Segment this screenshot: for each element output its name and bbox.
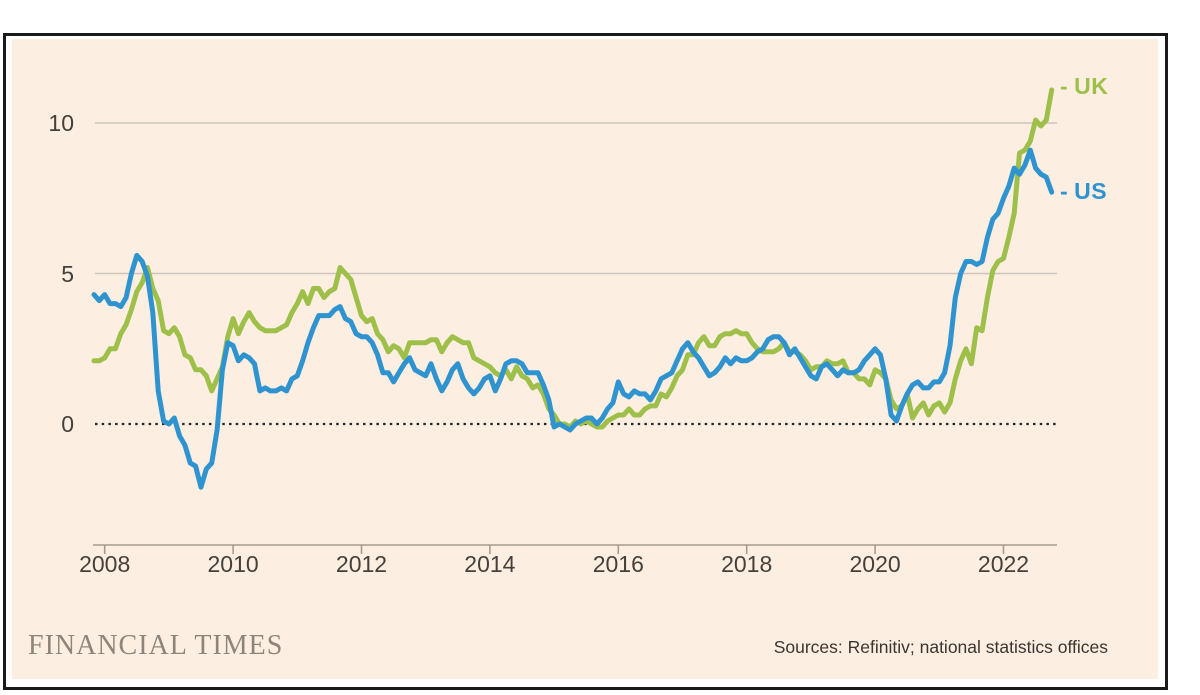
y-tick-label: 10 xyxy=(48,110,74,136)
chart-background-panel xyxy=(12,39,1158,679)
us-line-end-dash: - xyxy=(1060,178,1069,204)
y-tick-label: 0 xyxy=(61,411,74,437)
uk-line-end-dash: - xyxy=(1060,73,1069,99)
x-tick-label: 2012 xyxy=(335,551,388,577)
sources-note: Sources: Refinitiv; national statistics … xyxy=(773,637,1108,657)
legend-us-label: US xyxy=(1074,178,1108,204)
x-tick-label: 2016 xyxy=(592,551,644,577)
legend-us: - US xyxy=(1060,178,1107,205)
legend-uk: - UK xyxy=(1060,73,1108,100)
chart-frame xyxy=(3,33,1168,690)
financial-times-logo: FINANCIAL TIMES xyxy=(28,630,284,661)
x-tick-label: 2008 xyxy=(79,551,131,577)
x-tick-label: 2018 xyxy=(721,551,773,577)
x-tick-label: 2010 xyxy=(207,551,259,577)
y-tick-label: 5 xyxy=(61,260,74,287)
legend-uk-label: UK xyxy=(1074,73,1109,99)
x-tick-label: 2014 xyxy=(464,551,516,577)
x-tick-label: 2020 xyxy=(849,551,901,577)
x-tick-label: 2022 xyxy=(977,551,1030,577)
